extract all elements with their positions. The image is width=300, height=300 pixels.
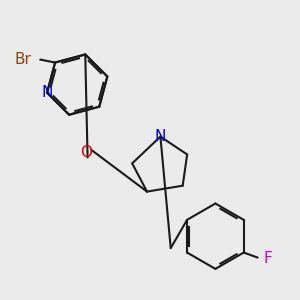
Text: O: O — [80, 146, 92, 160]
Text: Br: Br — [14, 52, 31, 67]
Text: N: N — [41, 85, 53, 100]
Text: N: N — [155, 129, 166, 144]
Text: F: F — [263, 251, 272, 266]
